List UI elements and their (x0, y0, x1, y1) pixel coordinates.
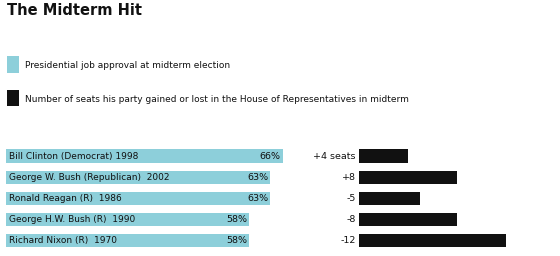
Bar (360, 150, 408, 163)
Bar (360, 234, 506, 247)
Text: George H.W. Bush (R)  1990: George H.W. Bush (R) 1990 (9, 215, 135, 224)
Text: Bill Clinton (Democrat) 1998: Bill Clinton (Democrat) 1998 (9, 152, 138, 161)
Text: +4 seats: +4 seats (313, 152, 356, 161)
Bar (360, 192, 421, 205)
Text: George W. Bush (Republican)  2002: George W. Bush (Republican) 2002 (9, 173, 170, 182)
Bar (360, 213, 457, 226)
Text: +8: +8 (342, 173, 356, 182)
Text: -12: -12 (340, 236, 356, 245)
Text: -8: -8 (346, 215, 356, 224)
Text: 63%: 63% (247, 173, 268, 182)
Text: Richard Nixon (R)  1970: Richard Nixon (R) 1970 (9, 236, 117, 245)
Text: 58%: 58% (226, 236, 247, 245)
Text: 66%: 66% (260, 152, 281, 161)
Text: The Midterm Hit: The Midterm Hit (7, 3, 142, 18)
Text: 58%: 58% (226, 215, 247, 224)
Text: Ronald Reagan (R)  1986: Ronald Reagan (R) 1986 (9, 194, 122, 203)
Text: 63%: 63% (247, 194, 268, 203)
Bar (6, 150, 283, 163)
Bar (6, 192, 270, 205)
Bar (6, 171, 270, 184)
Bar (6, 234, 249, 247)
Bar (360, 171, 457, 184)
Text: -5: -5 (346, 194, 356, 203)
Text: Presidential job approval at midterm election: Presidential job approval at midterm ele… (25, 61, 230, 70)
Bar (6, 213, 249, 226)
Text: Number of seats his party gained or lost in the House of Representatives in midt: Number of seats his party gained or lost… (25, 95, 409, 104)
